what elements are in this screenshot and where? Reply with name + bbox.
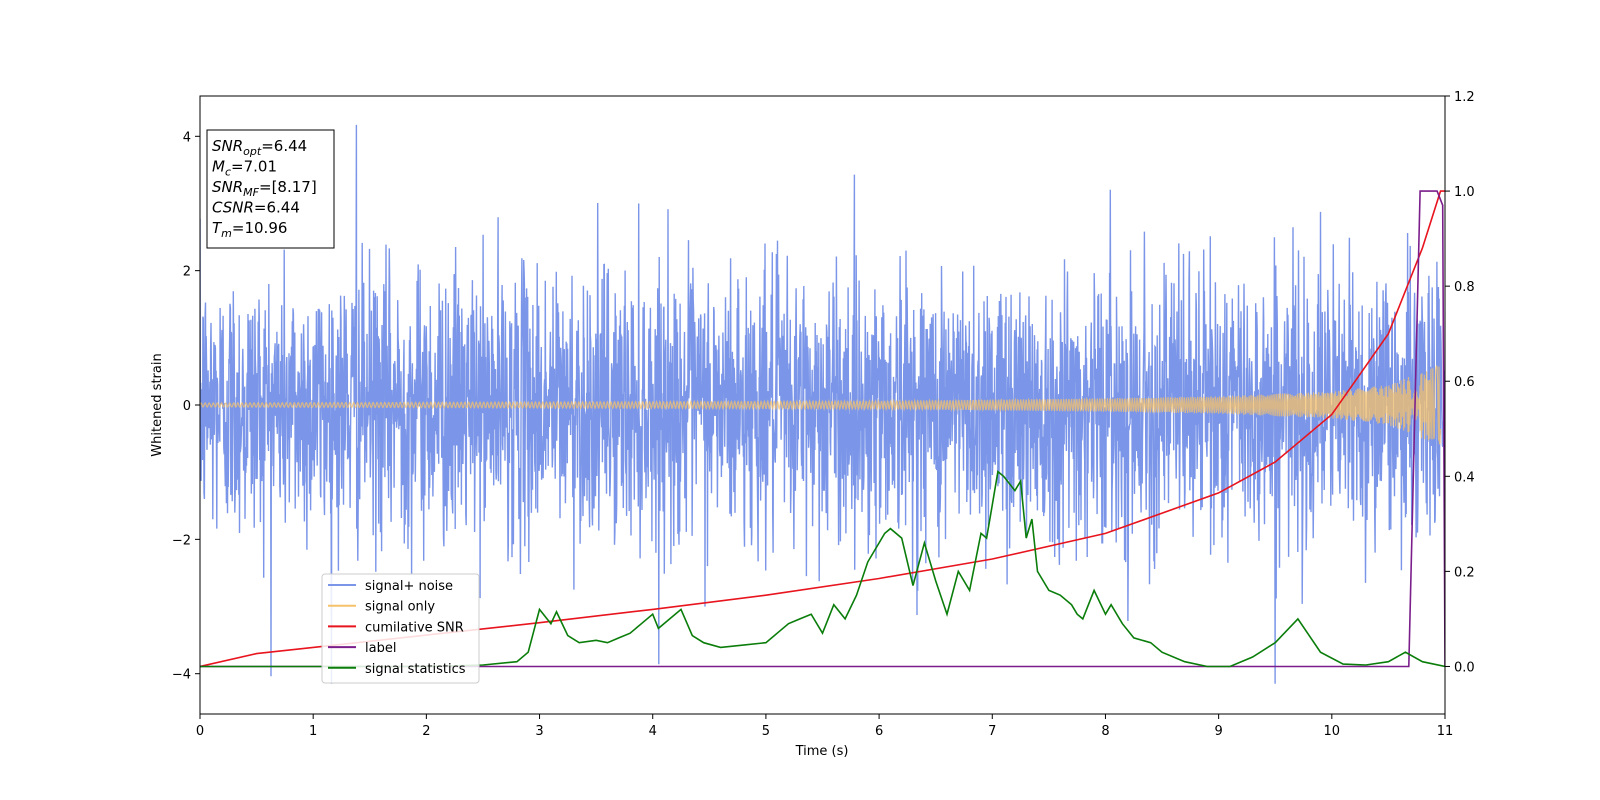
info-box-entry: SNRopt=6.44: [212, 137, 307, 158]
x-tick-label: 9: [1214, 724, 1222, 739]
legend-entry: signal only: [365, 600, 435, 615]
series-line-4: [200, 470, 1445, 668]
info-box-frame: [206, 129, 335, 249]
y2-tick-label: 0.2: [1454, 565, 1475, 580]
x-tick-label: 8: [1101, 724, 1109, 739]
legend-frame: [321, 573, 480, 684]
legend-entry: cumilative SNR: [365, 620, 464, 635]
x-axis: 0 1 2 3 4 5 6 7 8 9 10 11: [196, 714, 1453, 739]
y2-tick-label: 1.2: [1454, 90, 1475, 105]
y-tick-label: −4: [172, 668, 191, 683]
legend: signal+ noise signal only cumilative SNR la…: [321, 573, 480, 684]
info-box-entry: CSNR=6.44: [212, 199, 300, 217]
y-axis-right: 0.0 0.2 0.4 0.6 0.8 1.0 1.2: [1445, 90, 1475, 675]
legend-entry: signal+ noise: [365, 579, 453, 594]
y-tick-label: 4: [183, 130, 191, 145]
x-tick-label: 3: [535, 724, 543, 739]
y2-tick-label: 0.4: [1454, 470, 1475, 485]
y2-tick-label: 0.6: [1454, 375, 1475, 390]
x-tick-label: 7: [988, 724, 996, 739]
y-tick-label: −2: [172, 533, 191, 548]
y2-tick-label: 0.0: [1454, 660, 1475, 675]
x-tick-label: 11: [1437, 724, 1454, 739]
x-tick-label: 2: [422, 724, 430, 739]
y-tick-label: 2: [183, 265, 191, 280]
x-tick-label: 5: [762, 724, 770, 739]
legend-entry: signal statistics: [365, 662, 466, 677]
info-box-entry: SNRMF=[8.17]: [212, 178, 317, 199]
x-tick-label: 6: [875, 724, 883, 739]
y2-tick-label: 0.8: [1454, 280, 1475, 295]
x-tick-label: 4: [649, 724, 657, 739]
x-tick-label: 10: [1324, 724, 1341, 739]
info-box-entry: Mc=7.01: [212, 158, 277, 179]
y-tick-label: 0: [183, 399, 191, 414]
info-box-entry: Tm=10.96: [212, 219, 287, 240]
x-tick-label: 0: [196, 724, 204, 739]
y-axis-left: −4 −2 0 2 4: [172, 130, 200, 683]
x-tick-label: 1: [309, 724, 317, 739]
series-line-0: [200, 124, 1445, 684]
legend-entry: label: [365, 641, 396, 656]
y-axis-label: Whitened strain: [150, 353, 165, 456]
x-axis-label: Time (s): [795, 744, 849, 759]
y2-tick-label: 1.0: [1454, 185, 1475, 200]
series-line-1: [200, 365, 1442, 445]
